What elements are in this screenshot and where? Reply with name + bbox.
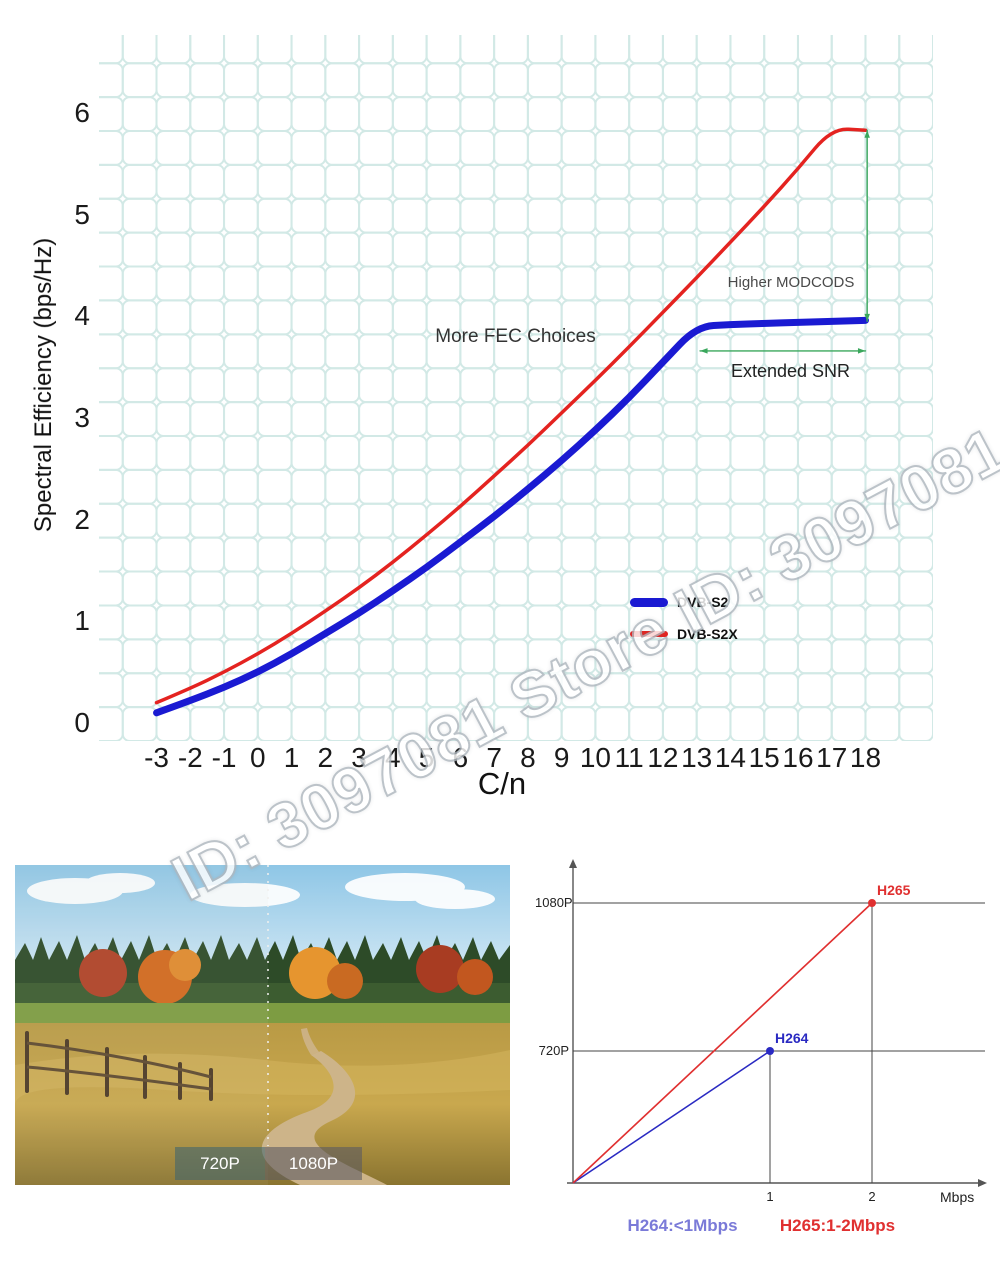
annotation-more-fec-choices: More FEC Choices bbox=[435, 326, 596, 347]
landscape-photo: 720P 1080P bbox=[15, 865, 510, 1185]
spectral-chart-canvas bbox=[0, 0, 1000, 840]
legend-label-dvbs2: DVB-S2 bbox=[677, 594, 729, 610]
y-tick-label: 4 bbox=[74, 300, 90, 332]
caption-h265-bitrate: H265:1-2Mbps bbox=[779, 1216, 896, 1235]
annotation-higher-modcods: Higher MODCODS bbox=[727, 274, 855, 291]
clouds bbox=[27, 873, 495, 909]
x-tick-label: 1 bbox=[283, 742, 300, 773]
legend: DVB-S2 DVB-S2X bbox=[630, 590, 738, 654]
x-tick-label: 9 bbox=[553, 742, 570, 773]
h264-point-label: H264 bbox=[775, 1030, 809, 1046]
x-tick-label: 13 bbox=[681, 742, 713, 773]
x-tick-label: 17 bbox=[816, 742, 848, 773]
x-tick-label: 0 bbox=[250, 742, 266, 773]
xtick-2mbps: 2 bbox=[868, 1189, 876, 1204]
y-tick-label: 1 bbox=[74, 605, 90, 637]
x-tick-label: 8 bbox=[520, 742, 536, 773]
x-tick-label: 4 bbox=[385, 742, 401, 773]
x-tick-label: 14 bbox=[714, 742, 747, 773]
ylevel-label-720p: 720P bbox=[538, 1043, 569, 1058]
fence-rails bbox=[26, 1041, 212, 1091]
y-tick-labels: 0 1 2 3 4 5 6 bbox=[56, 0, 90, 840]
x-tick-label: 15 bbox=[748, 742, 780, 773]
grass-highlight bbox=[15, 1050, 510, 1105]
legend-item-dvbs2: DVB-S2 bbox=[630, 590, 738, 614]
x-tick-label: 16 bbox=[782, 742, 814, 773]
codec-chart: 1080P 720P 1 2 Mbps H264 H265 H264:<1Mbp… bbox=[535, 845, 1000, 1245]
spectral-chart: Spectral Efficiency (bps/Hz) C/n -3 -2 -1 0… bbox=[0, 0, 1000, 840]
softness-overlay-720p-half bbox=[15, 865, 268, 1185]
xtick-1mbps: 1 bbox=[766, 1189, 774, 1204]
x-tick-label: 2 bbox=[317, 742, 334, 773]
x-axis-title: C/n bbox=[477, 766, 527, 801]
y-tick-label: 6 bbox=[74, 96, 90, 128]
y-tick-label: 2 bbox=[74, 503, 90, 535]
codec-chart-canvas bbox=[535, 845, 1000, 1245]
x-tick-label: 12 bbox=[647, 742, 679, 773]
x-tick-label: 5 bbox=[418, 742, 435, 773]
legend-label-dvbs2x: DVB-S2X bbox=[677, 626, 738, 642]
y-axis-title: Spectral Efficiency (bps/Hz) bbox=[30, 237, 57, 533]
x-tick-label: 11 bbox=[614, 742, 644, 773]
x-tick-label: 18 bbox=[849, 742, 882, 773]
x-tick-label: 3 bbox=[351, 742, 367, 773]
resolution-label-1080p: 1080P bbox=[265, 1147, 362, 1180]
dirt-path-far bbox=[301, 1028, 319, 1055]
landscape-photo-graphic bbox=[15, 865, 510, 1185]
annotation-extended-snr: Extended SNR bbox=[730, 361, 851, 381]
dvbs2-color-swatch-icon bbox=[630, 597, 668, 607]
x-tick-label: -2 bbox=[177, 742, 203, 773]
x-tick-label: 6 bbox=[452, 742, 469, 773]
autumn-trees bbox=[79, 945, 493, 1004]
x-tick-label: 10 bbox=[579, 742, 611, 773]
ylevel-label-1080p: 1080P bbox=[535, 895, 573, 910]
y-tick-label: 5 bbox=[74, 198, 90, 230]
resolution-label-720p: 720P bbox=[175, 1147, 265, 1180]
y-tick-label: 3 bbox=[74, 401, 90, 433]
legend-item-dvbs2x: DVB-S2X bbox=[630, 622, 738, 646]
x-tick-labels: -3 -2 -1 0 1 2 3 4 5 6 7 8 9 10 11 12 13 14 15 16 17 18 bbox=[0, 742, 1000, 778]
x-tick-label: -3 bbox=[144, 742, 169, 773]
caption-h264-bitrate: H264:<1Mbps bbox=[627, 1216, 738, 1235]
x-tick-label: 7 bbox=[486, 742, 502, 773]
x-axis-unit-label: Mbps bbox=[940, 1189, 975, 1205]
x-tick-label: -1 bbox=[211, 742, 237, 773]
dvbs2x-color-swatch-icon bbox=[630, 631, 668, 637]
h265-point-label: H265 bbox=[877, 882, 911, 898]
y-tick-label: 0 bbox=[74, 707, 90, 738]
